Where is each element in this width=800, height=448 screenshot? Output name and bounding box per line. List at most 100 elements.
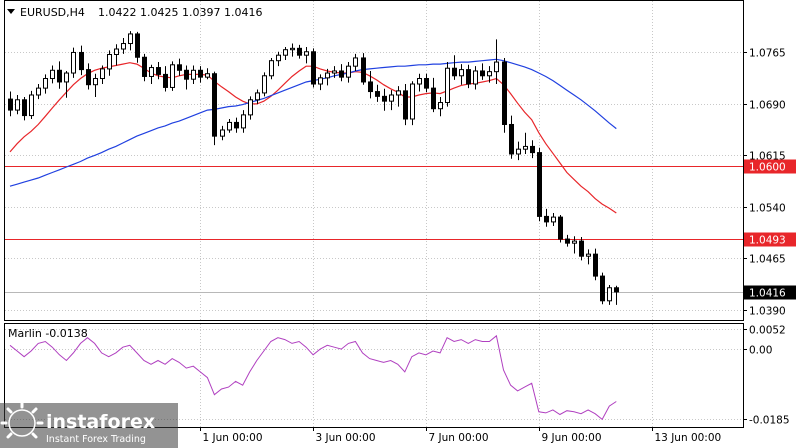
candle xyxy=(318,74,323,91)
candle xyxy=(382,88,387,111)
candle xyxy=(142,53,147,82)
candle-body xyxy=(431,87,436,110)
candle xyxy=(311,48,316,88)
candle-body xyxy=(600,275,605,302)
candle xyxy=(170,61,175,91)
candle-body xyxy=(283,49,288,56)
candle-body xyxy=(43,78,48,89)
candle xyxy=(135,31,140,63)
candle-body xyxy=(459,69,464,77)
candle-body xyxy=(191,69,196,80)
candle xyxy=(248,96,253,120)
candle-body xyxy=(396,90,401,96)
candle xyxy=(438,97,443,117)
candle-body xyxy=(318,77,323,85)
candle xyxy=(593,248,598,281)
candle xyxy=(43,74,48,94)
candle-body xyxy=(389,94,394,102)
price-axis: 1.07651.06901.06151.05401.04651.03901.06… xyxy=(743,48,796,318)
level-tag-label: 1.0600 xyxy=(749,162,786,174)
indicator-axis: 0.0052 0.00 -0.0185 xyxy=(743,325,790,427)
candle xyxy=(417,73,422,92)
candle-body xyxy=(205,73,210,78)
triangle-down-icon[interactable] xyxy=(7,9,15,14)
candle-body xyxy=(241,114,246,129)
candle xyxy=(544,208,549,227)
candle-body xyxy=(170,64,175,88)
candles xyxy=(8,31,619,305)
candle-body xyxy=(339,70,344,78)
candle xyxy=(558,215,563,243)
candle-body xyxy=(558,216,563,240)
candle-body xyxy=(163,73,168,88)
candle xyxy=(607,285,612,305)
candle xyxy=(579,236,584,261)
candle-body xyxy=(36,87,41,96)
candle-body xyxy=(57,69,62,83)
candle-body xyxy=(523,145,528,150)
candle xyxy=(57,61,62,89)
current-price-label: 1.0416 xyxy=(749,288,786,300)
chart-header: EURUSD,H4 1.0422 1.0425 1.0397 1.0416 xyxy=(7,6,263,19)
candle-body xyxy=(530,145,535,154)
candle-body xyxy=(502,61,507,125)
candle-body xyxy=(149,67,154,77)
candle xyxy=(410,81,415,126)
candle-body xyxy=(487,71,492,77)
candle xyxy=(396,86,401,107)
y-tick-label: 1.0540 xyxy=(749,203,786,215)
candle-body xyxy=(375,91,380,97)
candle-body xyxy=(220,129,225,137)
candle-body xyxy=(212,73,217,137)
candle xyxy=(262,72,267,97)
candle xyxy=(537,147,542,222)
candle-body xyxy=(494,61,499,73)
candle xyxy=(494,39,499,85)
indicator-label: Marlin -0.0138 xyxy=(8,327,88,340)
candle-body xyxy=(579,240,584,257)
ohlc-close: 1.0416 xyxy=(224,6,263,19)
candle xyxy=(353,53,358,71)
candle xyxy=(276,51,281,67)
candle-body xyxy=(565,238,570,244)
candle xyxy=(487,66,492,83)
candle-body xyxy=(198,69,203,78)
candle-body xyxy=(368,81,373,93)
candle xyxy=(368,70,373,99)
candle xyxy=(227,118,232,133)
current-price-tag xyxy=(744,285,796,300)
x-tick-label: 9 Jun 00:00 xyxy=(542,432,602,444)
candle xyxy=(297,44,302,59)
candle-body xyxy=(382,95,387,102)
candle-body xyxy=(29,94,34,117)
candle-body xyxy=(516,148,521,155)
y-tick-label: -0.0185 xyxy=(749,415,790,427)
candle-body xyxy=(71,51,76,74)
candle xyxy=(255,89,260,104)
candle-body xyxy=(593,253,598,277)
candle-body xyxy=(544,215,549,223)
candle-body xyxy=(227,121,232,131)
symbol-label: EURUSD,H4 xyxy=(20,6,85,19)
candle-body xyxy=(8,98,13,111)
x-tick-label: 13 Jun 00:00 xyxy=(655,432,722,444)
candle xyxy=(128,31,133,51)
candle-body xyxy=(325,72,330,79)
candle-body xyxy=(403,90,408,120)
candle xyxy=(551,212,556,227)
candle-body xyxy=(22,99,27,117)
ohlc-low: 1.0397 xyxy=(182,6,221,19)
candle-body xyxy=(93,78,98,86)
candle xyxy=(149,64,154,85)
candle-body xyxy=(135,33,140,58)
watermark: instaforex Instant Forex Trading xyxy=(0,401,178,448)
candle xyxy=(480,63,485,80)
candle-body xyxy=(142,56,147,77)
candle xyxy=(50,65,55,84)
candle xyxy=(191,65,196,85)
candle-body xyxy=(128,33,133,45)
candle xyxy=(459,64,464,85)
candle xyxy=(452,55,457,80)
watermark-tagline: Instant Forex Trading xyxy=(46,434,146,445)
